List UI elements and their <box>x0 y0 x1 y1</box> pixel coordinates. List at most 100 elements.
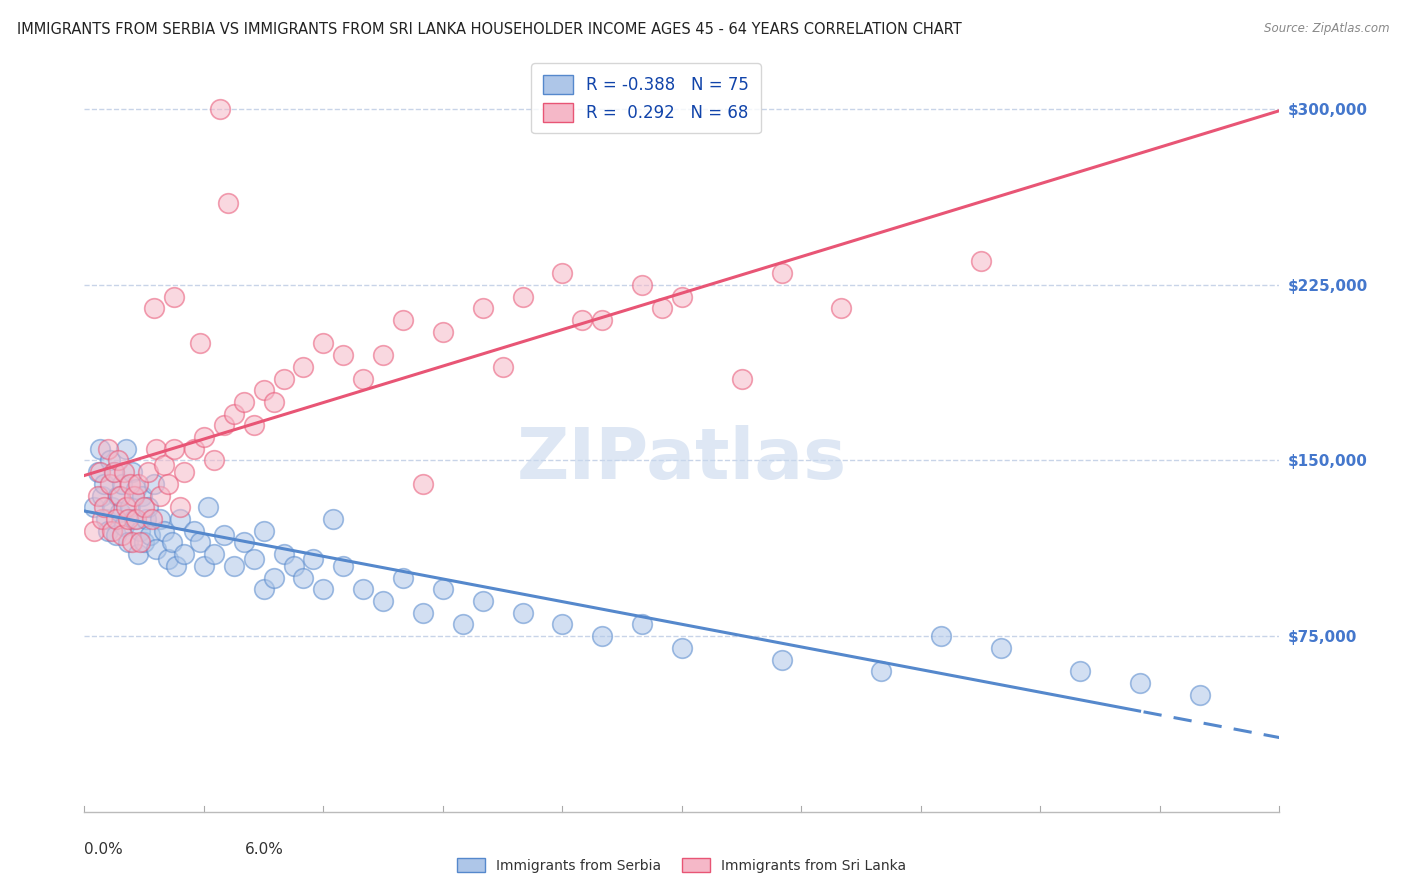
Point <box>136 465 159 479</box>
Point <box>127 476 149 491</box>
Point <box>332 348 354 362</box>
Point <box>273 547 295 561</box>
Point <box>93 500 115 515</box>
Point <box>139 528 162 542</box>
Point <box>105 512 128 526</box>
Point <box>451 617 474 632</box>
Point <box>112 519 135 533</box>
Point <box>322 512 344 526</box>
Point <box>770 652 793 666</box>
Point <box>135 512 157 526</box>
Point <box>145 542 167 557</box>
Point <box>125 482 148 496</box>
Point <box>117 512 139 526</box>
Point <box>136 500 159 515</box>
Point <box>122 512 145 526</box>
Point <box>253 384 276 398</box>
Point <box>1188 688 1211 702</box>
Point <box>121 535 143 549</box>
Point <box>242 551 264 566</box>
Point <box>120 500 142 515</box>
Text: IMMIGRANTS FROM SERBIA VS IMMIGRANTS FROM SRI LANKA HOUSEHOLDER INCOME AGES 45 -: IMMIGRANTS FROM SERBIA VS IMMIGRANTS FRO… <box>17 22 962 37</box>
Text: 0.0%: 0.0% <box>84 842 124 856</box>
Point <box>91 512 114 526</box>
Point <box>263 395 285 409</box>
Point <box>98 453 121 467</box>
Point <box>591 313 613 327</box>
Point <box>83 524 105 538</box>
Point <box>212 528 235 542</box>
Point <box>143 476 166 491</box>
Point <box>970 254 993 268</box>
Point <box>202 453 225 467</box>
Point <box>149 512 172 526</box>
Point <box>188 336 211 351</box>
Point <box>217 195 239 210</box>
Point <box>183 524 205 538</box>
Point <box>671 640 693 655</box>
Point <box>115 500 138 515</box>
Point <box>132 535 156 549</box>
Point <box>571 313 593 327</box>
Point <box>197 500 219 515</box>
Point <box>127 547 149 561</box>
Point <box>149 489 172 503</box>
Point <box>651 301 673 316</box>
Point <box>107 453 129 467</box>
Point <box>193 430 215 444</box>
Point <box>117 535 139 549</box>
Point <box>263 571 285 585</box>
Point <box>115 442 138 456</box>
Point <box>312 582 335 597</box>
Point <box>332 558 354 573</box>
Point <box>512 289 534 303</box>
Point <box>173 547 195 561</box>
Point <box>188 535 211 549</box>
Point <box>373 594 395 608</box>
Point <box>93 476 115 491</box>
Point <box>101 524 124 538</box>
Point <box>89 442 111 456</box>
Point <box>242 418 264 433</box>
Legend: Immigrants from Serbia, Immigrants from Sri Lanka: Immigrants from Serbia, Immigrants from … <box>450 851 914 880</box>
Point <box>312 336 335 351</box>
Point <box>153 458 176 473</box>
Point <box>193 558 215 573</box>
Point <box>112 465 135 479</box>
Point <box>253 524 276 538</box>
Point <box>83 500 105 515</box>
Point <box>141 512 163 526</box>
Point <box>292 571 315 585</box>
Text: 6.0%: 6.0% <box>245 842 284 856</box>
Point <box>87 465 110 479</box>
Point <box>870 664 893 679</box>
Point <box>183 442 205 456</box>
Point <box>631 617 654 632</box>
Point <box>591 629 613 643</box>
Point <box>373 348 395 362</box>
Point <box>232 535 254 549</box>
Text: Source: ZipAtlas.com: Source: ZipAtlas.com <box>1264 22 1389 36</box>
Point <box>121 465 143 479</box>
Point <box>163 289 186 303</box>
Point <box>232 395 254 409</box>
Point <box>352 371 374 385</box>
Point <box>283 558 305 573</box>
Point <box>253 582 276 597</box>
Point <box>105 528 128 542</box>
Point <box>145 442 167 456</box>
Point <box>97 524 120 538</box>
Point <box>169 500 191 515</box>
Point <box>471 301 494 316</box>
Point <box>512 606 534 620</box>
Point <box>432 325 454 339</box>
Point <box>830 301 852 316</box>
Point <box>222 558 245 573</box>
Point <box>292 359 315 374</box>
Point <box>929 629 952 643</box>
Point <box>990 640 1012 655</box>
Point <box>1069 664 1091 679</box>
Point <box>202 547 225 561</box>
Point <box>96 512 118 526</box>
Point <box>129 535 152 549</box>
